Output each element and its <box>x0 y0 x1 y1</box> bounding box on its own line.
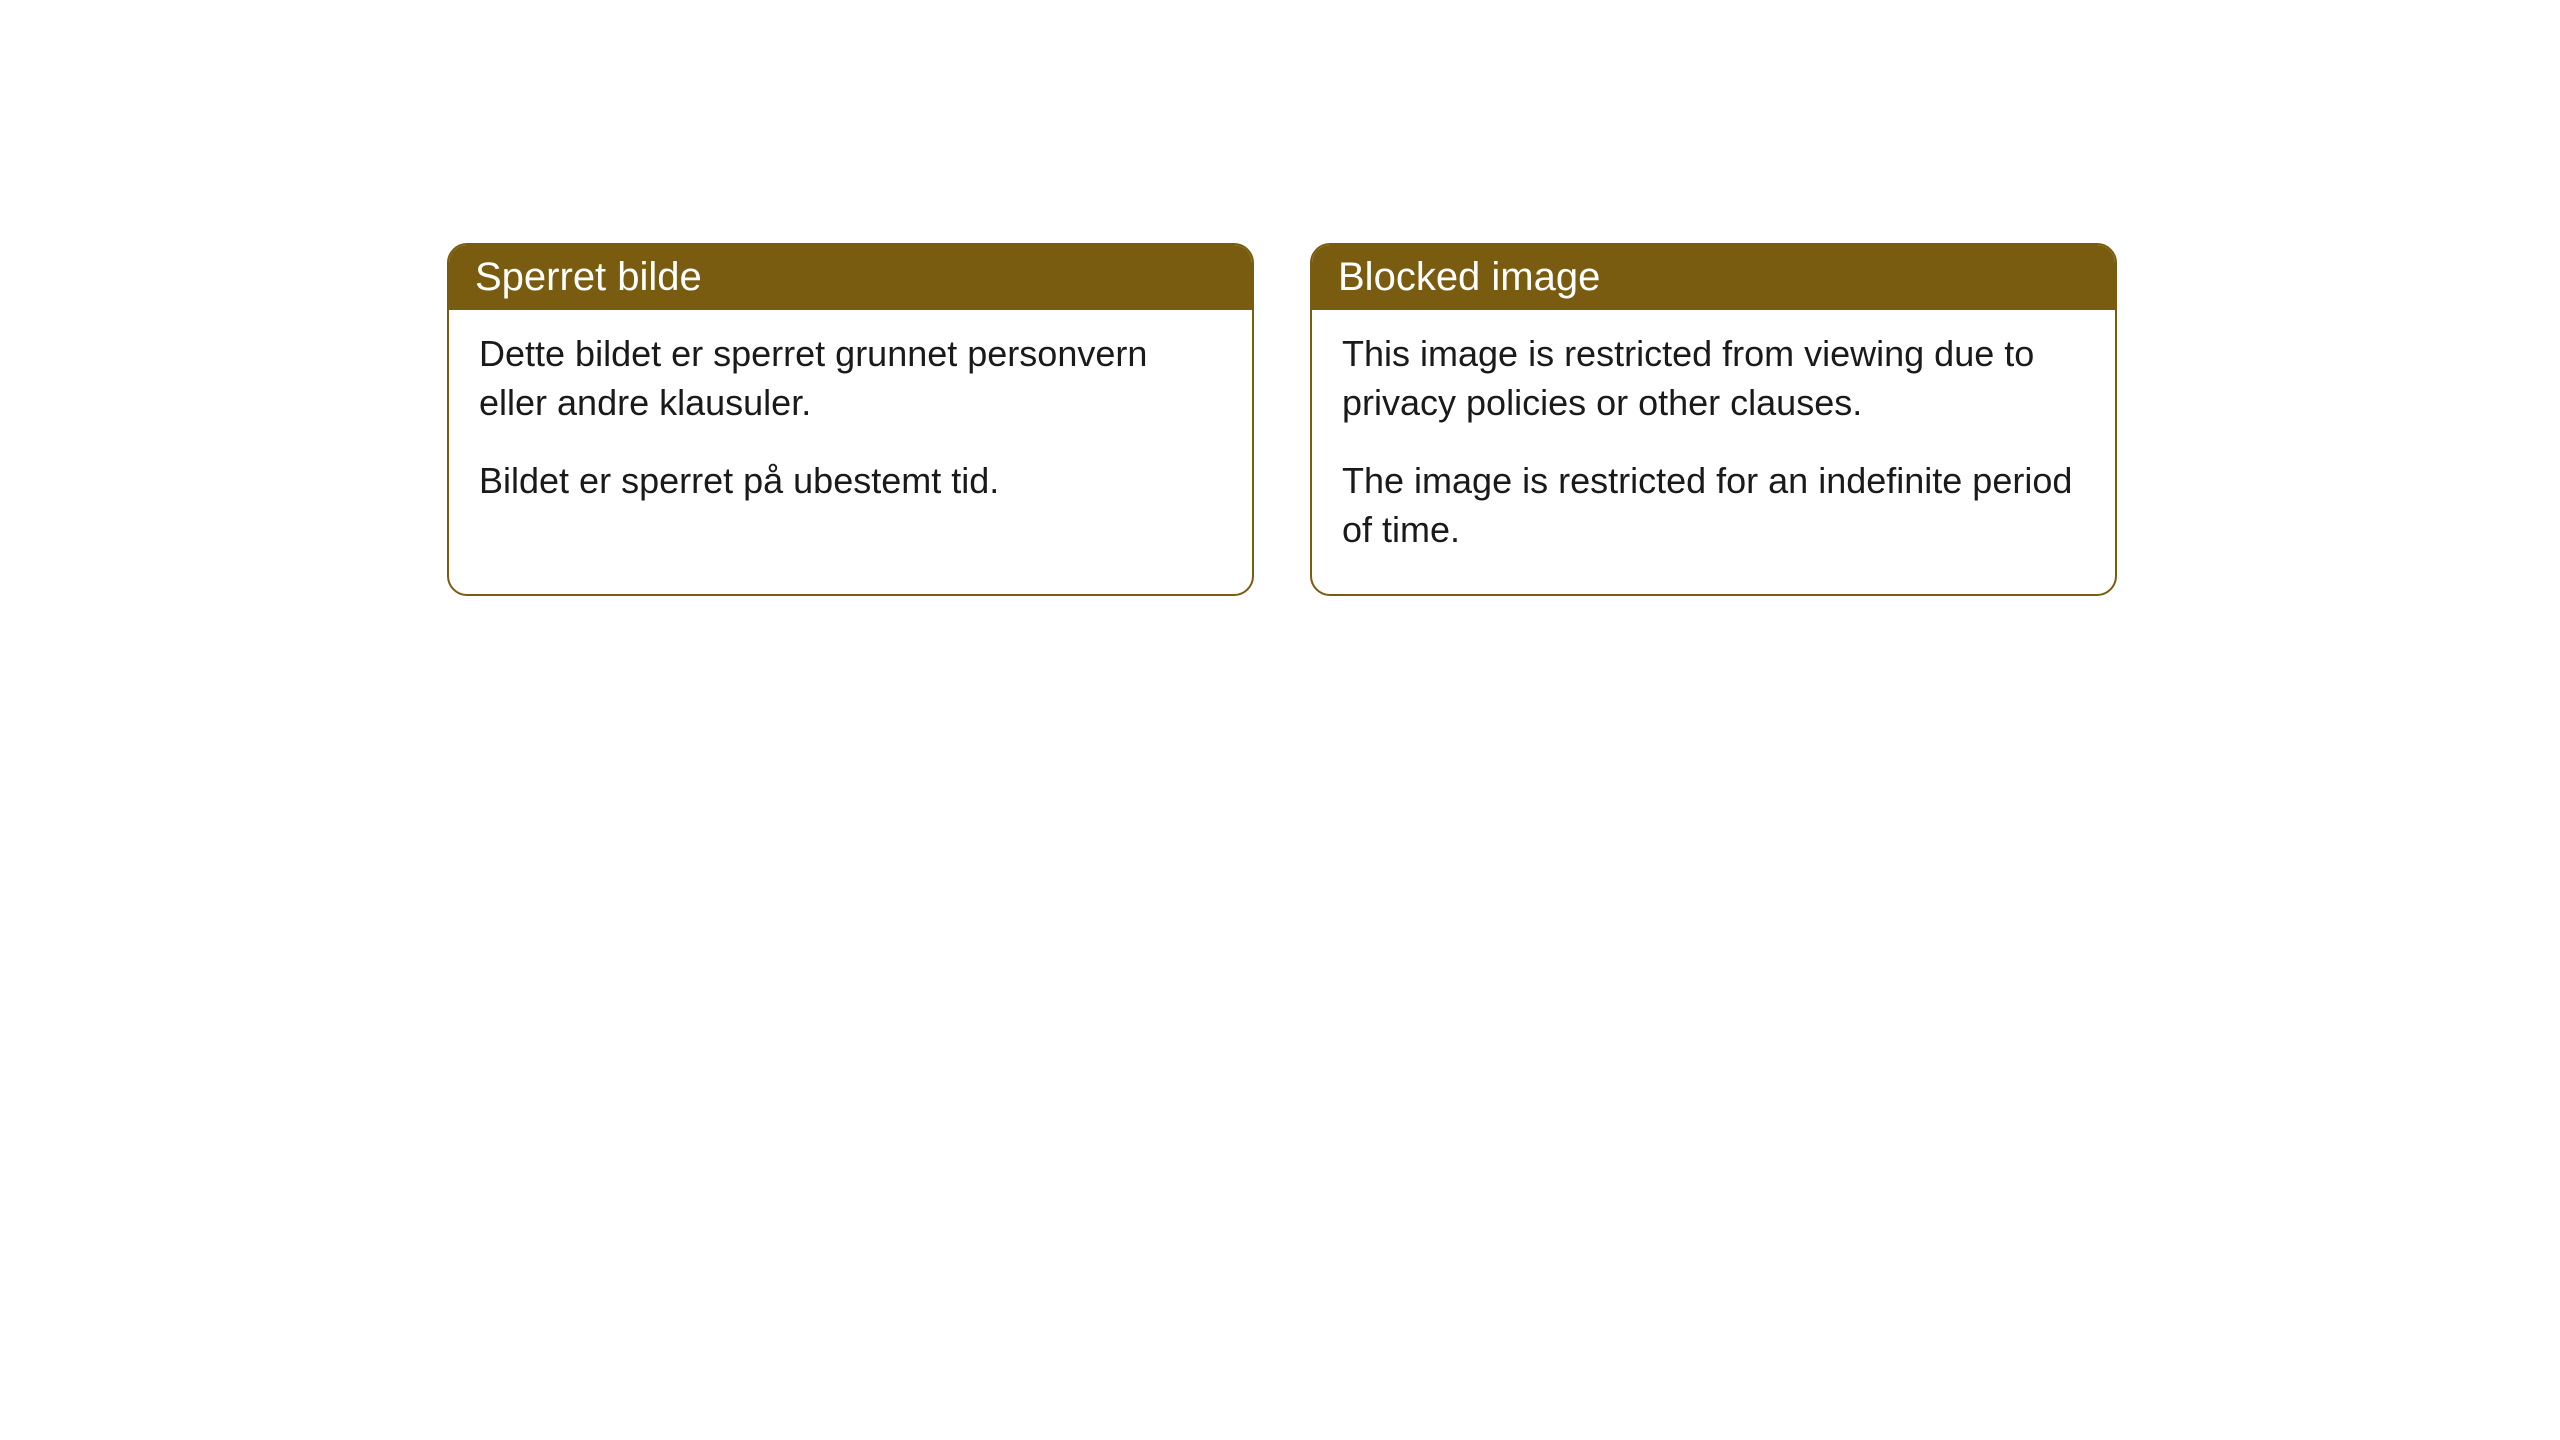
card-body: This image is restricted from viewing du… <box>1312 310 2115 594</box>
blocked-image-card-english: Blocked image This image is restricted f… <box>1310 243 2117 596</box>
card-paragraph: Bildet er sperret på ubestemt tid. <box>479 457 1222 506</box>
card-title: Blocked image <box>1312 245 2115 310</box>
card-paragraph: This image is restricted from viewing du… <box>1342 330 2085 427</box>
notice-cards-container: Sperret bilde Dette bildet er sperret gr… <box>0 0 2560 596</box>
card-title: Sperret bilde <box>449 245 1252 310</box>
blocked-image-card-norwegian: Sperret bilde Dette bildet er sperret gr… <box>447 243 1254 596</box>
card-paragraph: Dette bildet er sperret grunnet personve… <box>479 330 1222 427</box>
card-body: Dette bildet er sperret grunnet personve… <box>449 310 1252 546</box>
card-paragraph: The image is restricted for an indefinit… <box>1342 457 2085 554</box>
